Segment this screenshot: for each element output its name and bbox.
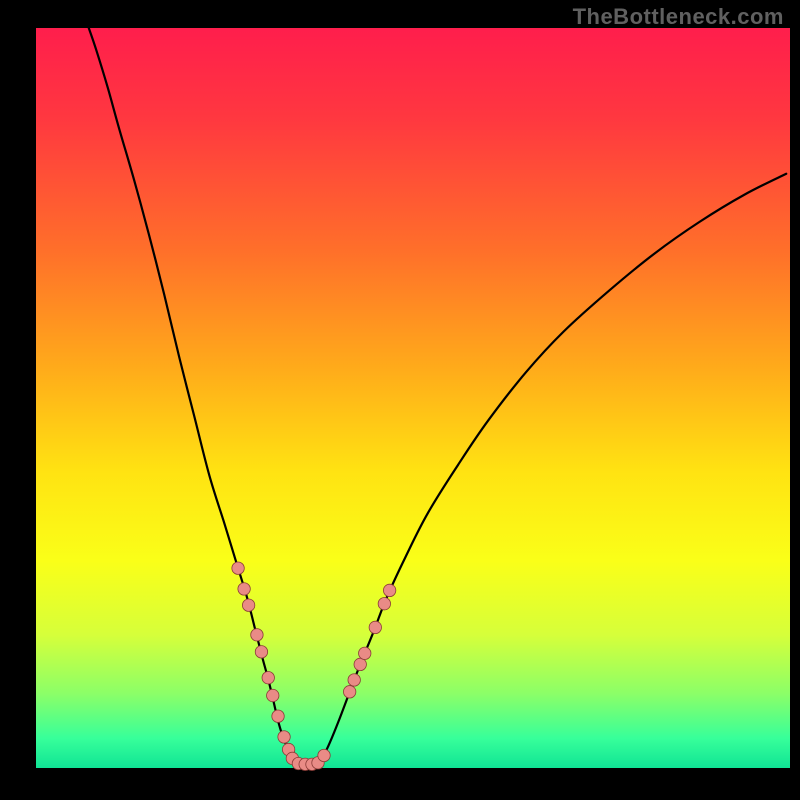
- data-point: [242, 599, 254, 611]
- data-point: [318, 749, 330, 761]
- data-point: [238, 583, 250, 595]
- data-point: [272, 710, 284, 722]
- watermark-text: TheBottleneck.com: [573, 4, 784, 30]
- data-point: [348, 674, 360, 686]
- data-point: [383, 584, 395, 596]
- data-point: [267, 689, 279, 701]
- data-point: [251, 629, 263, 641]
- data-point: [255, 646, 267, 658]
- data-point: [354, 658, 366, 670]
- data-point: [343, 686, 355, 698]
- data-point: [262, 672, 274, 684]
- data-point: [359, 647, 371, 659]
- data-point: [278, 731, 290, 743]
- chart-svg: [0, 0, 800, 800]
- data-point: [369, 621, 381, 633]
- plot-background-gradient: [36, 28, 790, 768]
- data-point: [378, 598, 390, 610]
- data-point: [232, 562, 244, 574]
